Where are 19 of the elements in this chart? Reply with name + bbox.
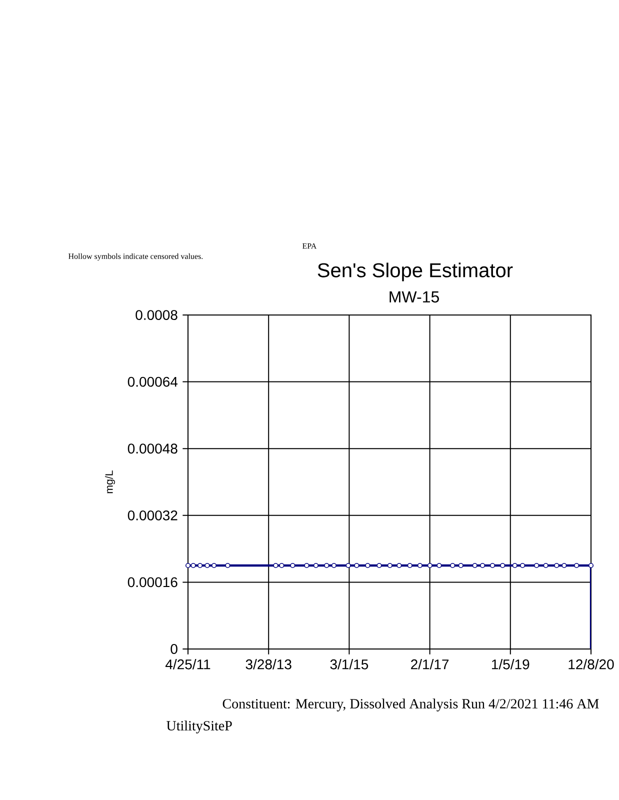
x-tick-label: 12/8/20 [568, 659, 614, 670]
x-tick-label: 2/1/17 [411, 659, 449, 670]
x-tick-label: 3/28/13 [246, 659, 292, 670]
chart-subtitle: MW-15 [390, 291, 440, 303]
x-tick-label: 4/25/11 [166, 659, 210, 670]
text: UtilitySiteP [166, 720, 232, 734]
y-tick-label: 0.00048 [128, 444, 178, 454]
text: EPA [302, 243, 317, 249]
x-tick-label: 1/5/19 [492, 659, 530, 670]
text: Constituent: Mercury, Dissolved Analysis Run 4/2/2021 11:46 AM [222, 698, 599, 712]
y-tick-label: 0.00016 [128, 577, 178, 588]
text: Hollow symbols indicate censored values. [68, 253, 203, 261]
x-tick-label: 3/1/15 [330, 659, 368, 670]
y-tick-label: 0.00032 [128, 510, 178, 520]
chart-title: Sen's Slope Estimator [318, 262, 513, 282]
y-tick-label: 0 [170, 644, 178, 654]
y-tick-label: 0.0008 [136, 310, 178, 320]
y-tick-label: 0.00064 [128, 376, 178, 387]
y-axis-title: mg/L [105, 470, 116, 494]
